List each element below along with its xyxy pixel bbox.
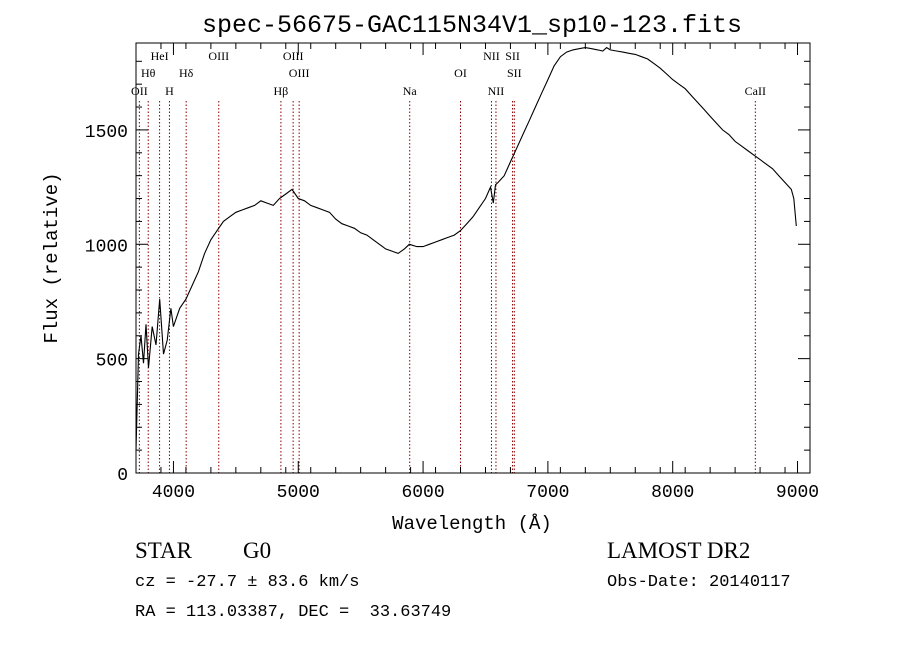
x-tick-label: 6000 <box>401 483 444 503</box>
line-label: NII <box>488 84 505 98</box>
y-tick-label: 1000 <box>85 237 128 257</box>
redshift-text: cz = -27.7 ± 83.6 km/s <box>135 573 360 592</box>
line-label: OII <box>131 84 148 98</box>
x-tick-label: 8000 <box>651 483 694 503</box>
y-tick-label: 1500 <box>85 123 128 143</box>
line-label: OI <box>454 66 467 80</box>
line-label: NII <box>483 49 500 63</box>
x-tick-label: 7000 <box>526 483 569 503</box>
line-label: H <box>165 84 174 98</box>
y-tick-label: 0 <box>117 466 128 486</box>
chart-title: spec-56675-GAC115N34V1_sp10-123.fits <box>202 11 742 40</box>
line-label: HeI <box>151 49 169 63</box>
object-subclass: G0 <box>243 538 272 563</box>
x-axis: 4000 5000 6000 7000 8000 9000 <box>135 43 819 503</box>
obs-date-text: Obs-Date: 20140117 <box>607 573 791 592</box>
survey-name: LAMOST DR2 <box>607 538 751 563</box>
object-class: STAR <box>135 538 192 563</box>
y-tick-label: 500 <box>96 352 128 372</box>
line-label: SII <box>507 66 522 80</box>
line-label: OIII <box>208 49 229 63</box>
line-label: OIII <box>283 49 304 63</box>
coordinates-text: RA = 113.03387, DEC = 33.63749 <box>135 603 452 622</box>
spectral-line-labels: OIIHθHeIHHδOIIIHβOIIIOIIINaOINIINIISIISI… <box>131 49 766 98</box>
spectrum-line <box>135 46 797 451</box>
plot-frame <box>135 42 811 474</box>
y-axis-label: Flux (relative) <box>41 172 63 343</box>
line-label: Hβ <box>274 84 289 98</box>
x-tick-label: 4000 <box>152 483 195 503</box>
line-label: CaII <box>745 84 766 98</box>
line-label: Hθ <box>141 66 156 80</box>
x-tick-label: 9000 <box>776 483 819 503</box>
line-label: SII <box>505 49 520 63</box>
line-label: OIII <box>289 66 310 80</box>
spectral-line-markers <box>138 101 756 473</box>
y-axis: 0 500 1000 1500 <box>85 60 810 486</box>
x-axis-label: Wavelength (Å) <box>392 513 552 535</box>
line-label: Na <box>403 84 418 98</box>
line-label: Hδ <box>179 66 194 80</box>
x-tick-label: 5000 <box>277 483 320 503</box>
